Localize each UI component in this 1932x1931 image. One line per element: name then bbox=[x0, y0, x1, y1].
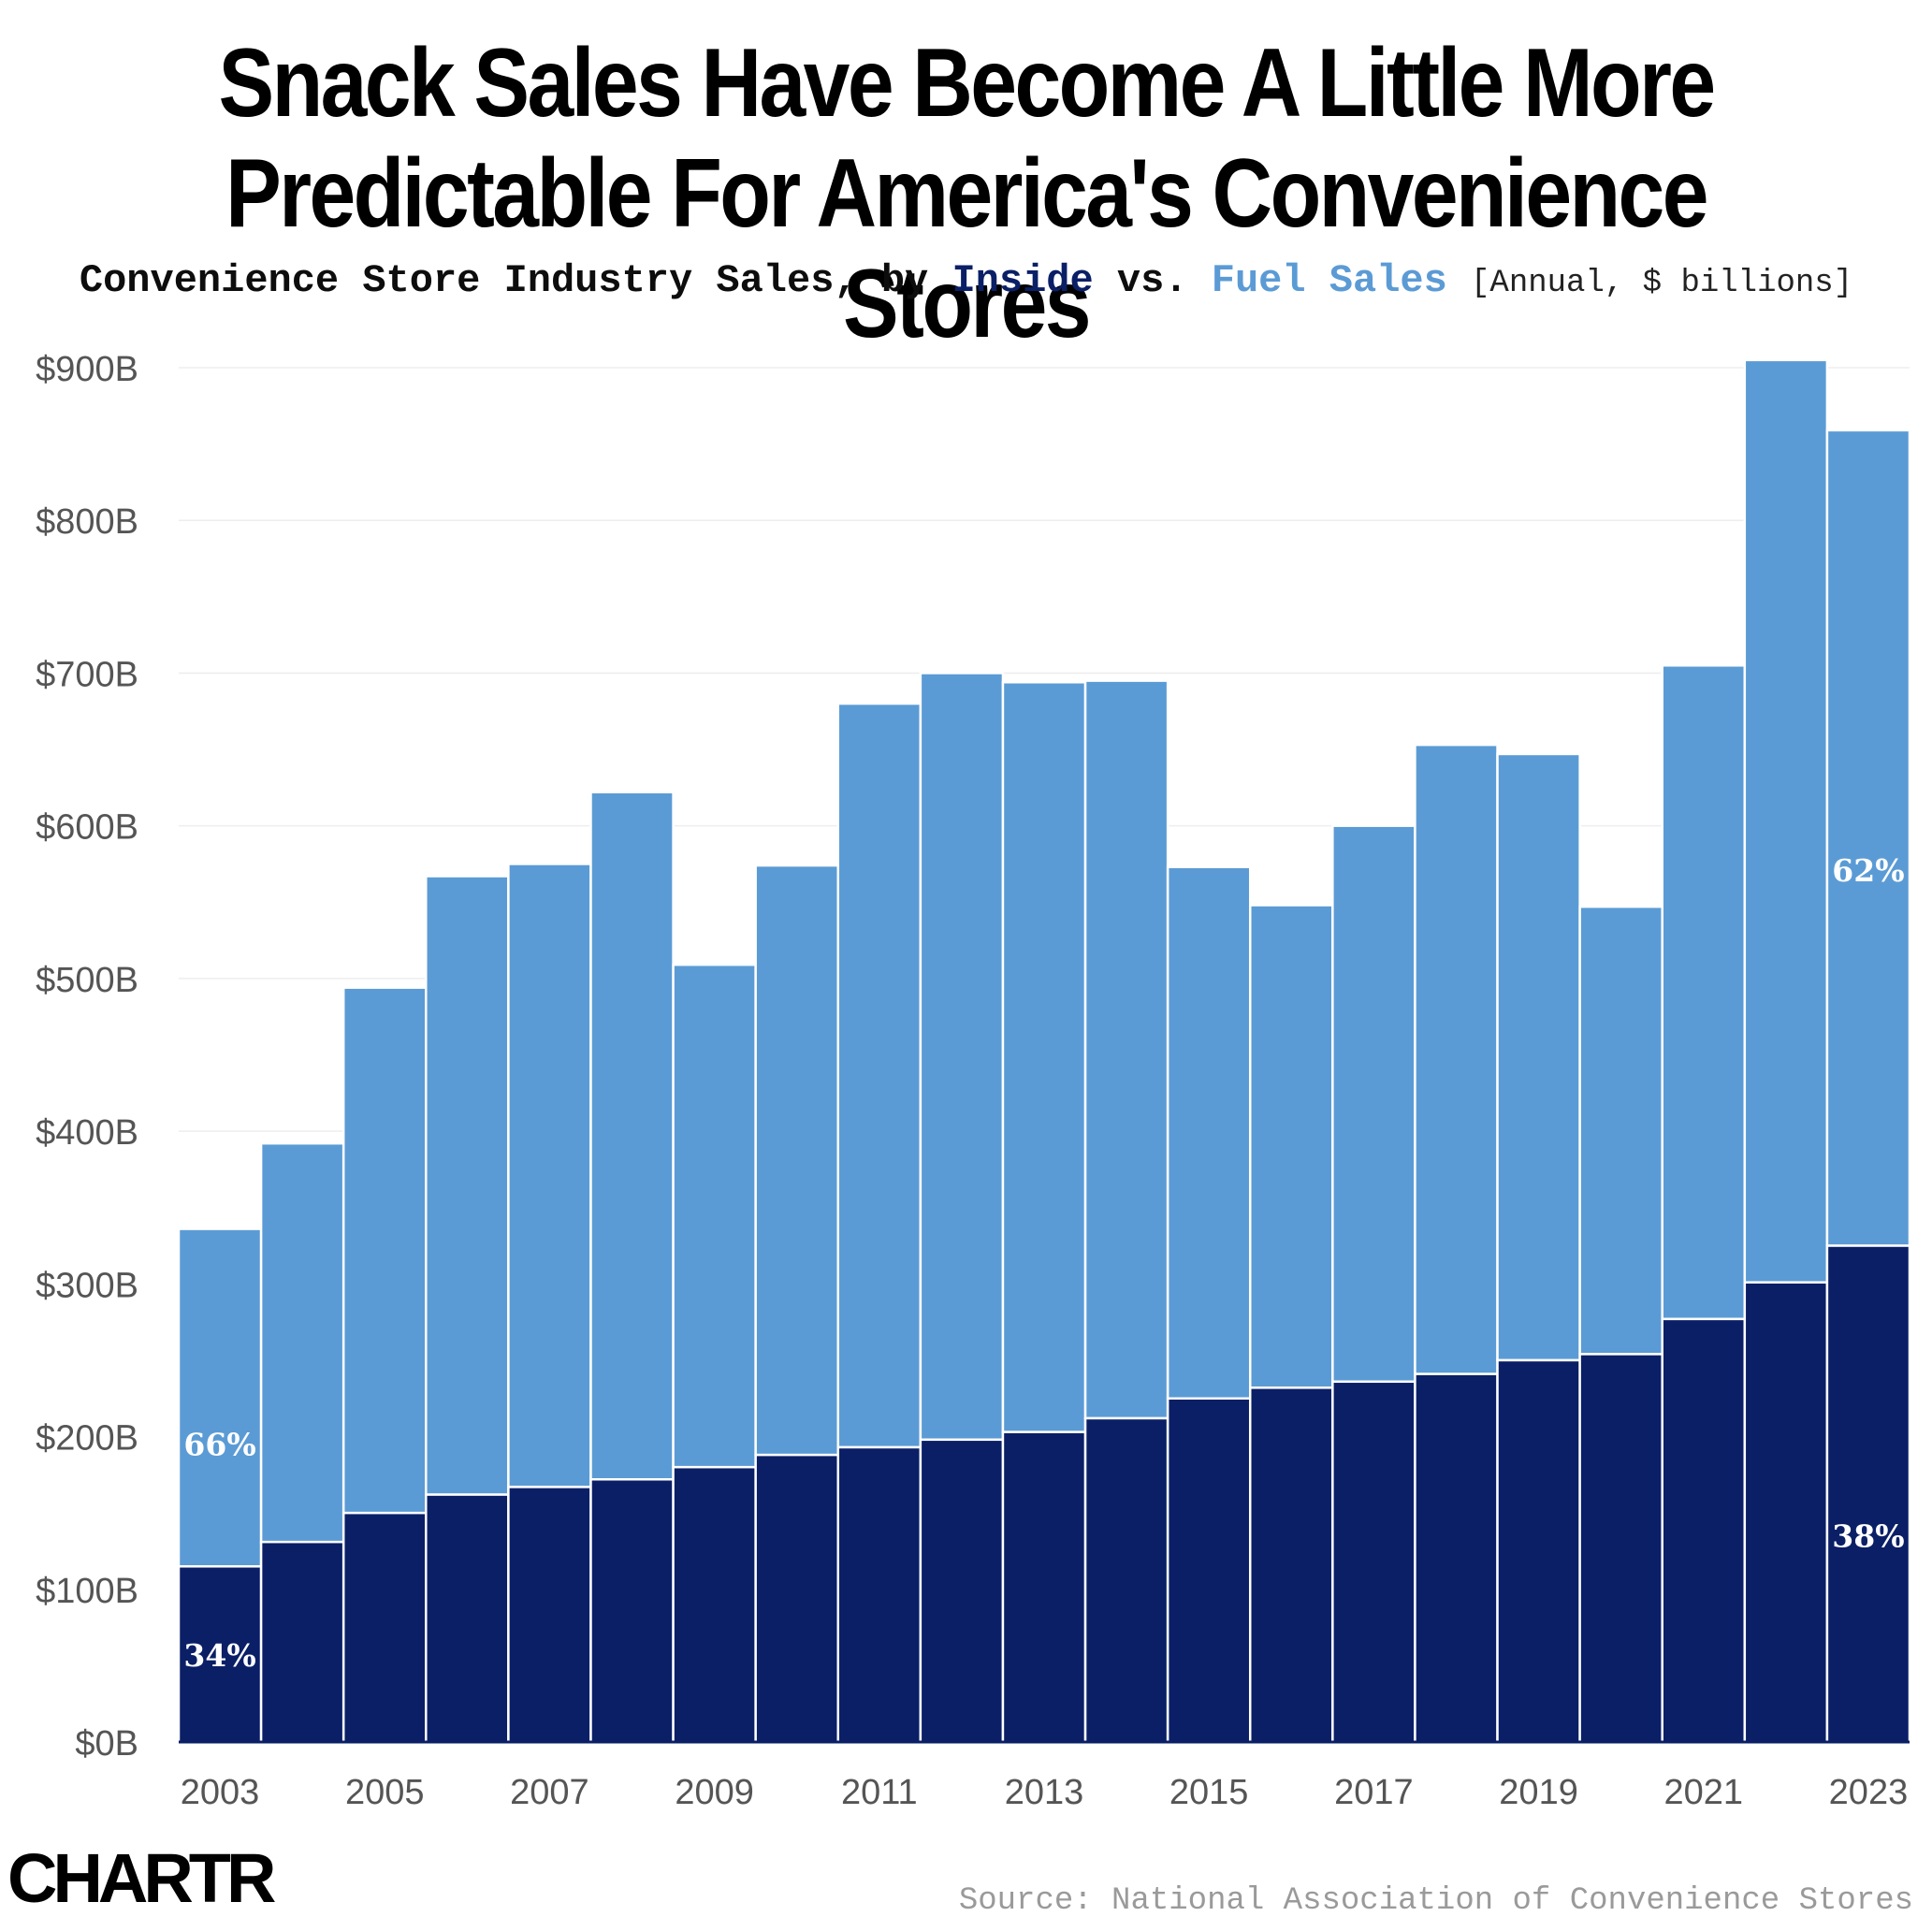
bar-inside-2017 bbox=[1331, 1380, 1416, 1744]
bar-fuel-2008 bbox=[589, 791, 675, 1481]
data-label-inside-2003: 34% bbox=[183, 1637, 255, 1674]
bar-fuel-2005 bbox=[341, 986, 428, 1515]
bar-inside-2020 bbox=[1578, 1353, 1663, 1744]
bar-inside-2016 bbox=[1248, 1387, 1334, 1744]
bar-inside-2006 bbox=[425, 1493, 510, 1744]
y-tick-label: $100B bbox=[36, 1572, 138, 1611]
bar-inside-2004 bbox=[259, 1540, 345, 1744]
bar-fuel-2022 bbox=[1743, 358, 1829, 1284]
x-tick-label: 2015 bbox=[1169, 1773, 1249, 1812]
y-tick-label: $600B bbox=[36, 808, 138, 848]
bar-inside-2019 bbox=[1496, 1358, 1581, 1744]
chart-subtitle: Convenience Store Industry Sales, by Ins… bbox=[0, 254, 1932, 310]
bar-fuel-2007 bbox=[507, 863, 592, 1488]
x-tick-label: 2019 bbox=[1499, 1773, 1578, 1812]
y-tick-label: $200B bbox=[36, 1419, 138, 1459]
bar-fuel-2017 bbox=[1331, 824, 1416, 1384]
y-tick-label: $900B bbox=[36, 350, 138, 389]
bar-inside-2022 bbox=[1743, 1281, 1829, 1744]
bar-inside-2023 bbox=[1825, 1244, 1911, 1744]
bar-inside-2013 bbox=[1001, 1430, 1087, 1744]
bar-inside-2005 bbox=[341, 1511, 428, 1744]
bar-inside-2014 bbox=[1083, 1416, 1169, 1744]
x-tick-label: 2007 bbox=[510, 1773, 589, 1812]
bar-inside-2015 bbox=[1166, 1397, 1252, 1744]
bar-fuel-2004 bbox=[259, 1141, 345, 1544]
subtitle-vs: vs. bbox=[1116, 258, 1188, 303]
data-label-inside-2023: 38% bbox=[1832, 1518, 1904, 1555]
bar-inside-2007 bbox=[507, 1486, 592, 1744]
bar-fuel-2006 bbox=[425, 875, 510, 1496]
bar-fuel-2015 bbox=[1166, 865, 1252, 1400]
y-tick-label: $300B bbox=[36, 1266, 138, 1305]
x-tick-label: 2011 bbox=[841, 1773, 918, 1812]
bar-fuel-2020 bbox=[1578, 905, 1663, 1356]
bar-inside-2010 bbox=[754, 1453, 840, 1744]
bar-fuel-2016 bbox=[1248, 904, 1334, 1389]
bar-fuel-2012 bbox=[919, 672, 1005, 1442]
bar-inside-2009 bbox=[672, 1465, 757, 1744]
x-tick-label: 2005 bbox=[345, 1773, 425, 1812]
bar-fuel-2014 bbox=[1083, 679, 1169, 1420]
data-label-fuel-sales-2023: 62% bbox=[1832, 852, 1904, 889]
bar-fuel-2009 bbox=[672, 963, 757, 1469]
x-tick-label: 2003 bbox=[181, 1773, 260, 1812]
y-tick-label: $700B bbox=[36, 655, 138, 694]
bar-fuel-2019 bbox=[1496, 752, 1581, 1362]
y-tick-label: $500B bbox=[36, 961, 138, 1000]
bar-inside-2012 bbox=[919, 1438, 1005, 1744]
x-tick-label: 2017 bbox=[1334, 1773, 1414, 1812]
data-label-fuel-sales-2003: 66% bbox=[183, 1427, 255, 1463]
bar-inside-2008 bbox=[589, 1478, 675, 1744]
chart-title-line1: Snack Sales Have Become A Little More bbox=[218, 29, 1717, 138]
legend-inside: Inside bbox=[951, 258, 1094, 303]
subtitle-unit: [Annual, $ billions] bbox=[1471, 266, 1853, 301]
bar-fuel-2010 bbox=[754, 864, 840, 1457]
legend-fuel: Fuel Sales bbox=[1211, 258, 1447, 303]
bar-fuel-2003 bbox=[177, 1227, 263, 1568]
x-tick-label: 2023 bbox=[1829, 1773, 1909, 1812]
chartr-logo: CHARTR bbox=[7, 1839, 276, 1917]
y-tick-label: $400B bbox=[36, 1113, 138, 1153]
bar-inside-2018 bbox=[1414, 1372, 1499, 1744]
x-tick-label: 2013 bbox=[1005, 1773, 1084, 1812]
source-note: Source: National Association of Convenie… bbox=[958, 1883, 1913, 1919]
bar-inside-2011 bbox=[836, 1445, 922, 1744]
bar-fuel-2013 bbox=[1001, 680, 1087, 1433]
chart-title: Snack Sales Have Become A Little More Pr… bbox=[136, 28, 1797, 359]
x-tick-label: 2009 bbox=[675, 1773, 754, 1812]
y-tick-label: $800B bbox=[36, 502, 138, 542]
bar-inside-2021 bbox=[1661, 1317, 1747, 1744]
x-tick-label: 2021 bbox=[1663, 1773, 1743, 1812]
bar-fuel-2023 bbox=[1825, 428, 1911, 1247]
bar-fuel-2021 bbox=[1661, 664, 1747, 1321]
bar-fuel-2018 bbox=[1414, 743, 1499, 1375]
chart-title-line2: Predictable For America's Convenience St… bbox=[225, 139, 1708, 358]
subtitle-prefix: Convenience Store Industry Sales, by bbox=[79, 258, 929, 303]
bar-fuel-2011 bbox=[836, 702, 922, 1449]
y-tick-label: $0B bbox=[75, 1724, 138, 1764]
